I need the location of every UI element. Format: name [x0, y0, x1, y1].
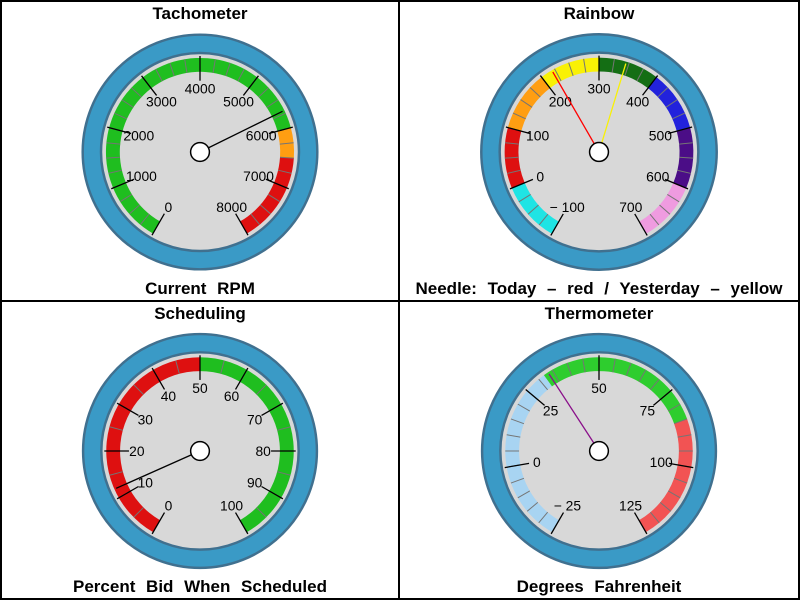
svg-text:6000: 6000 [246, 128, 277, 144]
svg-text:75: 75 [640, 402, 656, 418]
svg-text:700: 700 [619, 199, 642, 215]
svg-text:0: 0 [536, 168, 544, 184]
svg-text:300: 300 [587, 80, 610, 96]
svg-text:100: 100 [650, 454, 673, 470]
gauge-caption-rainbow: Needle: Today – red / Yesterday – yellow [415, 279, 783, 298]
tachometer-dial: 0 1000 2000 3000 4000 5000 6000 7000 8000 [81, 33, 319, 271]
gauge-title-rainbow: Rainbow [563, 4, 635, 23]
svg-text:70: 70 [247, 411, 263, 427]
gauge-caption-tachometer: Current RPM [145, 279, 255, 298]
svg-text:60: 60 [224, 388, 240, 404]
svg-text:25: 25 [543, 402, 559, 418]
svg-text:7000: 7000 [243, 168, 274, 184]
gauge-title-scheduling: Scheduling [154, 304, 246, 323]
svg-text:40: 40 [161, 388, 177, 404]
svg-text:100: 100 [526, 128, 549, 144]
svg-text:0: 0 [164, 199, 172, 215]
svg-text:20: 20 [129, 443, 145, 459]
svg-text:30: 30 [138, 411, 154, 427]
svg-text:5000: 5000 [223, 94, 254, 110]
gauge-caption-thermometer: Degrees Fahrenheit [516, 577, 682, 596]
thermometer-dial: − 25 0 25 50 75 100 125 [480, 332, 718, 570]
svg-text:4000: 4000 [185, 81, 216, 97]
panel-tachometer: Tachometer 0 1000 2000 3000 4000 5000 6000 7000… [2, 2, 400, 302]
svg-text:100: 100 [220, 498, 243, 514]
svg-text:− 25: − 25 [554, 498, 582, 514]
svg-text:2000: 2000 [123, 128, 154, 144]
svg-text:80: 80 [255, 443, 271, 459]
svg-text:50: 50 [591, 380, 607, 396]
svg-text:8000: 8000 [216, 199, 247, 215]
svg-text:1000: 1000 [126, 168, 157, 184]
svg-text:125: 125 [619, 498, 642, 514]
gauge-title-thermometer: Thermometer [544, 304, 654, 323]
svg-text:3000: 3000 [146, 94, 177, 110]
gauge-caption-scheduling: Percent Bid When Scheduled [73, 577, 327, 596]
svg-text:90: 90 [247, 474, 263, 490]
svg-text:− 100: − 100 [550, 199, 585, 215]
svg-text:200: 200 [549, 94, 572, 110]
svg-text:0: 0 [533, 454, 541, 470]
svg-text:600: 600 [646, 168, 669, 184]
gauge-title-tachometer: Tachometer [152, 4, 248, 23]
panel-thermometer: Thermometer − 25 0 25 50 75 100 125 Degrees Fa… [400, 302, 798, 598]
svg-text:500: 500 [649, 128, 672, 144]
svg-text:50: 50 [192, 380, 208, 396]
svg-text:400: 400 [626, 94, 649, 110]
svg-text:0: 0 [165, 498, 173, 514]
svg-text:10: 10 [138, 474, 154, 490]
panel-scheduling: Scheduling 0 10 20 30 40 50 60 70 80 90 100 Percen… [2, 302, 400, 598]
panel-rainbow: Rainbow − 100 0 100 200 300 400 500 600 700 Need… [400, 2, 798, 302]
